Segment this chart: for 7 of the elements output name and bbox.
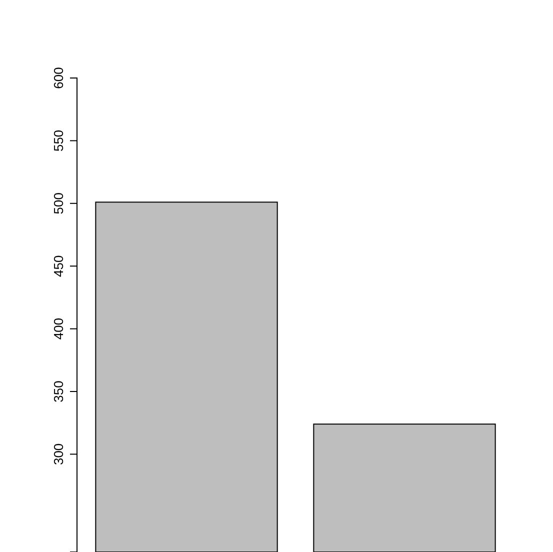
- y-tick-label: 500: [51, 192, 66, 214]
- y-tick-label: 300: [51, 443, 66, 466]
- y-tick-label: 450: [51, 255, 66, 277]
- y-tick-label: 350: [51, 380, 66, 402]
- y-tick-label: 550: [51, 130, 66, 152]
- y-tick-label: 600: [51, 67, 66, 89]
- y-tick-label: 400: [51, 318, 66, 340]
